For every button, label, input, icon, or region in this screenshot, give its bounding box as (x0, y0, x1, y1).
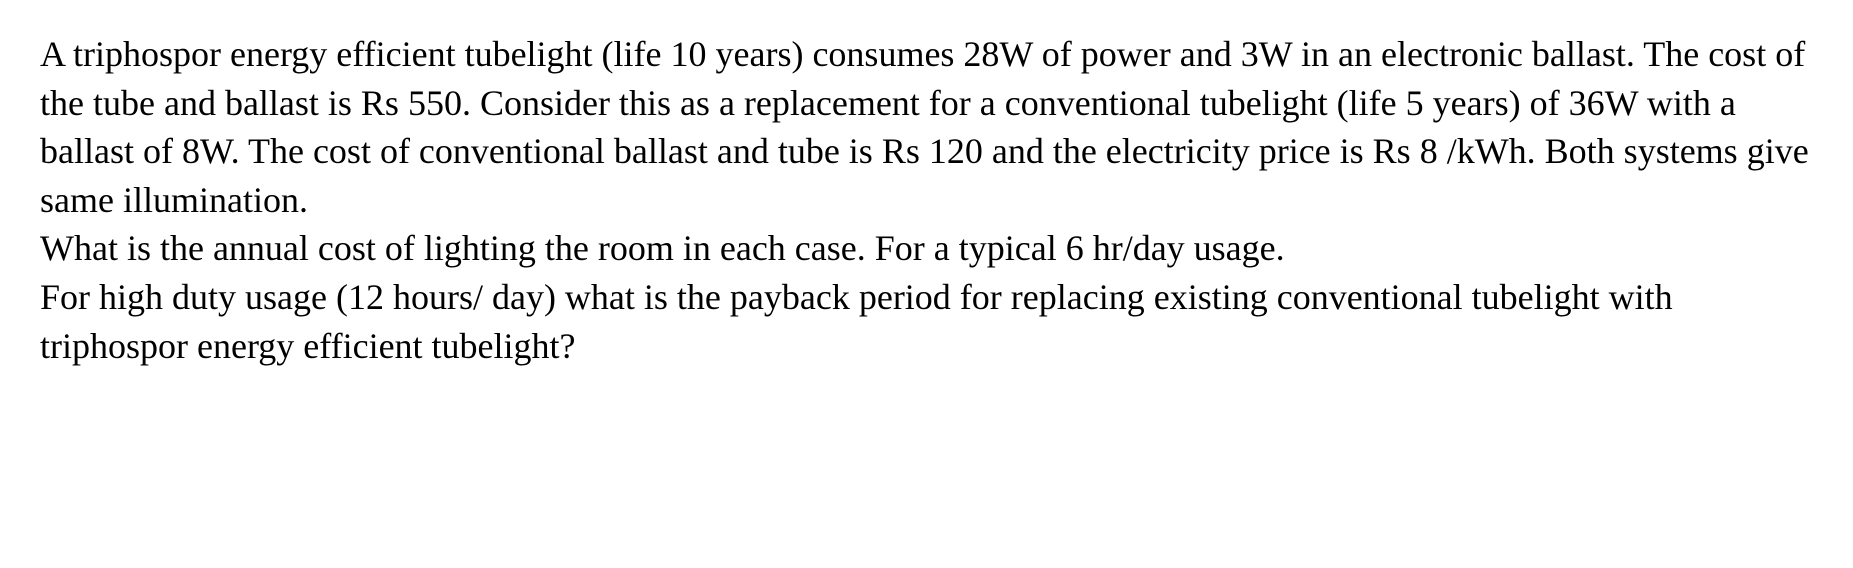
problem-paragraph-2: What is the annual cost of lighting the … (40, 224, 1813, 273)
problem-paragraph-3: For high duty usage (12 hours/ day) what… (40, 273, 1813, 370)
problem-paragraph-1: A triphospor energy efficient tubelight … (40, 30, 1813, 224)
